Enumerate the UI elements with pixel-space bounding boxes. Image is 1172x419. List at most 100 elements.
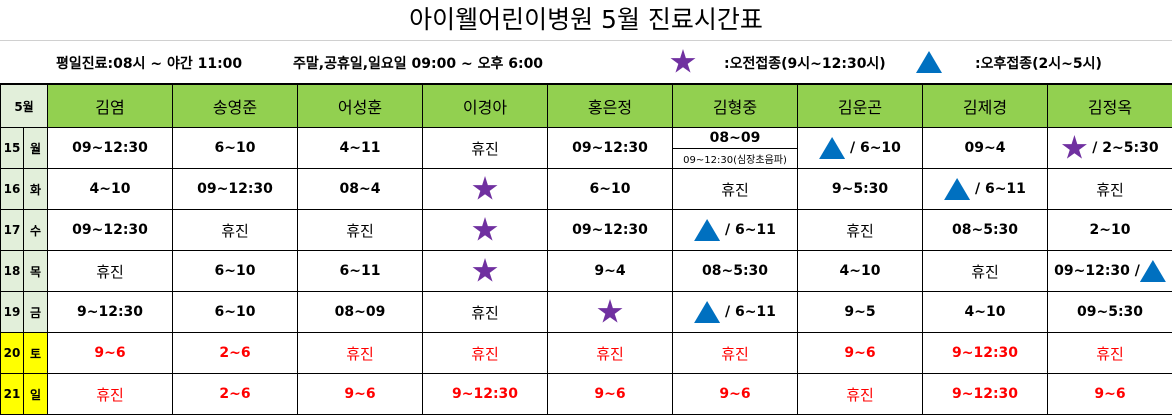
- table-row: 16 화 4~10 09~12:30 08~4 6~10 휴진 9~5:30 / 6~11 휴진: [0, 168, 1172, 210]
- schedule-cell: 9~6: [297, 373, 424, 415]
- schedule-cell: 휴진: [422, 291, 549, 333]
- day-number: 21: [0, 373, 24, 415]
- schedule-cell: 9~5:30: [797, 168, 924, 210]
- legend-morning-vaccination: :오전접종(9시~12:30시): [724, 56, 886, 72]
- cell-note: 09~12:30(심장초음파): [673, 147, 797, 168]
- cell-hours: 휴진: [596, 344, 624, 363]
- schedule-cell: 08~09 09~12:30(심장초음파): [672, 127, 799, 169]
- star-icon: [597, 299, 623, 323]
- weekday-label: 목: [22, 250, 49, 292]
- schedule-cell: 9~12:30: [47, 291, 174, 333]
- day-number: 15: [0, 127, 24, 169]
- cell-hours: 휴진: [221, 221, 249, 240]
- schedule-cell: 휴진: [422, 127, 549, 169]
- cell-hours: 2~6: [219, 345, 251, 361]
- cell-hours: 9~5:30: [831, 181, 889, 197]
- doctor-header: 홍은정: [547, 84, 674, 128]
- schedule-cell: 9~6: [672, 373, 799, 415]
- schedule-cell: 6~11: [297, 250, 424, 292]
- cell-hours: 9~12:30: [76, 304, 144, 320]
- cell-hours: 6~10: [214, 263, 256, 279]
- cell-hours: 08~5:30: [701, 263, 769, 279]
- weekday-label: 화: [22, 168, 49, 210]
- cell-hours: 휴진: [471, 139, 499, 158]
- schedule-cell: 09~12:30: [547, 127, 674, 169]
- schedule-cell: 휴진: [1047, 168, 1172, 210]
- cell-hours: 휴진: [846, 385, 874, 404]
- month-label: 5월: [0, 84, 49, 128]
- cell-hours: 4~11: [339, 140, 381, 156]
- schedule-cell: 휴진: [1047, 332, 1172, 374]
- schedule-cell: [422, 209, 549, 251]
- schedule-cell: 6~10: [172, 291, 299, 333]
- schedule-cell: / 6~11: [922, 168, 1049, 210]
- triangle-icon: [944, 178, 971, 200]
- schedule-cell: 09~4: [922, 127, 1049, 169]
- star-icon: [472, 176, 498, 200]
- triangle-icon: [694, 219, 721, 241]
- legend-afternoon-vaccination: :오후접종(2시~5시): [975, 56, 1102, 72]
- schedule-cell: 09~12:30: [47, 209, 174, 251]
- schedule-cell: [422, 250, 549, 292]
- table-row: 17 수 09~12:30 휴진 휴진 09~12:30 / 6~11 휴진 08~5:30 2…: [0, 209, 1172, 251]
- schedule-cell: / 6~11: [672, 209, 799, 251]
- schedule-cell: 4~11: [297, 127, 424, 169]
- cell-hours: / 6~11: [720, 222, 776, 238]
- weekday-label: 수: [22, 209, 49, 251]
- schedule-cell: 휴진: [922, 250, 1049, 292]
- schedule-cell: 4~10: [797, 250, 924, 292]
- cell-hours: / 6~11: [970, 181, 1026, 197]
- day-number: 20: [0, 332, 24, 374]
- cell-hours: 휴진: [1096, 344, 1124, 363]
- cell-hours: / 6~11: [720, 304, 776, 320]
- cell-hours: 9~4: [594, 263, 626, 279]
- table-row: 21 일 휴진 2~6 9~6 9~12:30 9~6 9~6 휴진 9~12:30 9~6: [0, 373, 1172, 415]
- doctor-header: 김정옥: [1047, 84, 1172, 128]
- hours-info-bar: 평일진료:08시 ~ 야간 11:00 주말,공휴일,일요일 09:00 ~ 오…: [0, 41, 1172, 84]
- cell-hours: 9~6: [719, 386, 751, 402]
- cell-hours: 휴진: [471, 344, 499, 363]
- cell-hours: 9~6: [94, 345, 126, 361]
- cell-hours: 09~12:30: [572, 140, 648, 156]
- cell-hours: 09~12:30: [197, 181, 273, 197]
- schedule-cell: 9~6: [547, 373, 674, 415]
- cell-hours: 9~6: [594, 386, 626, 402]
- doctor-header: 김형중: [672, 84, 799, 128]
- schedule-cell: / 6~11: [672, 291, 799, 333]
- page-title: 아이웰어린이병원 5월 진료시간표: [0, 0, 1172, 41]
- weekday-hours: 평일진료:08시 ~ 야간 11:00: [56, 56, 243, 72]
- schedule-table: 5월 김염 송영준 어성훈 이경아 홍은정 김형중 김운곤 김제경 김정옥 15 월 09~12:3…: [0, 84, 1172, 415]
- cell-hours: 2~10: [1089, 222, 1131, 238]
- schedule-cell: 휴진: [547, 332, 674, 374]
- schedule-cell: 09~5:30: [1047, 291, 1172, 333]
- doctor-header: 김염: [47, 84, 174, 128]
- star-icon: [1061, 135, 1087, 159]
- cell-hours: 휴진: [721, 344, 749, 363]
- cell-hours: 휴진: [346, 221, 374, 240]
- doctor-header: 김제경: [922, 84, 1049, 128]
- cell-hours: 08~09: [334, 304, 386, 320]
- schedule-cell: / 2~5:30: [1047, 127, 1172, 169]
- schedule-cell: 09~12:30: [47, 127, 174, 169]
- weekday-label: 금: [22, 291, 49, 333]
- schedule-cell: 9~5: [797, 291, 924, 333]
- cell-hours: 09~4: [964, 140, 1006, 156]
- table-row: 20 토 9~6 2~6 휴진 휴진 휴진 휴진 9~6 9~12:30 휴진: [0, 332, 1172, 374]
- cell-hours: 휴진: [471, 303, 499, 322]
- split-cell: 08~09 09~12:30(심장초음파): [673, 129, 797, 168]
- cell-hours: 6~10: [589, 181, 631, 197]
- schedule-cell: 2~10: [1047, 209, 1172, 251]
- doctor-header: 송영준: [172, 84, 299, 128]
- cell-hours: 휴진: [346, 344, 374, 363]
- cell-hours: 9~6: [344, 386, 376, 402]
- cell-hours: 6~11: [339, 263, 381, 279]
- schedule-cell: 6~10: [547, 168, 674, 210]
- weekday-label: 월: [22, 127, 49, 169]
- schedule-cell: 휴진: [297, 209, 424, 251]
- schedule-cell: 휴진: [797, 373, 924, 415]
- cell-hours: 6~10: [214, 304, 256, 320]
- schedule-cell: 6~10: [172, 250, 299, 292]
- cell-hours: 휴진: [1096, 180, 1124, 199]
- cell-hours: 2~6: [219, 386, 251, 402]
- schedule-cell: 9~4: [547, 250, 674, 292]
